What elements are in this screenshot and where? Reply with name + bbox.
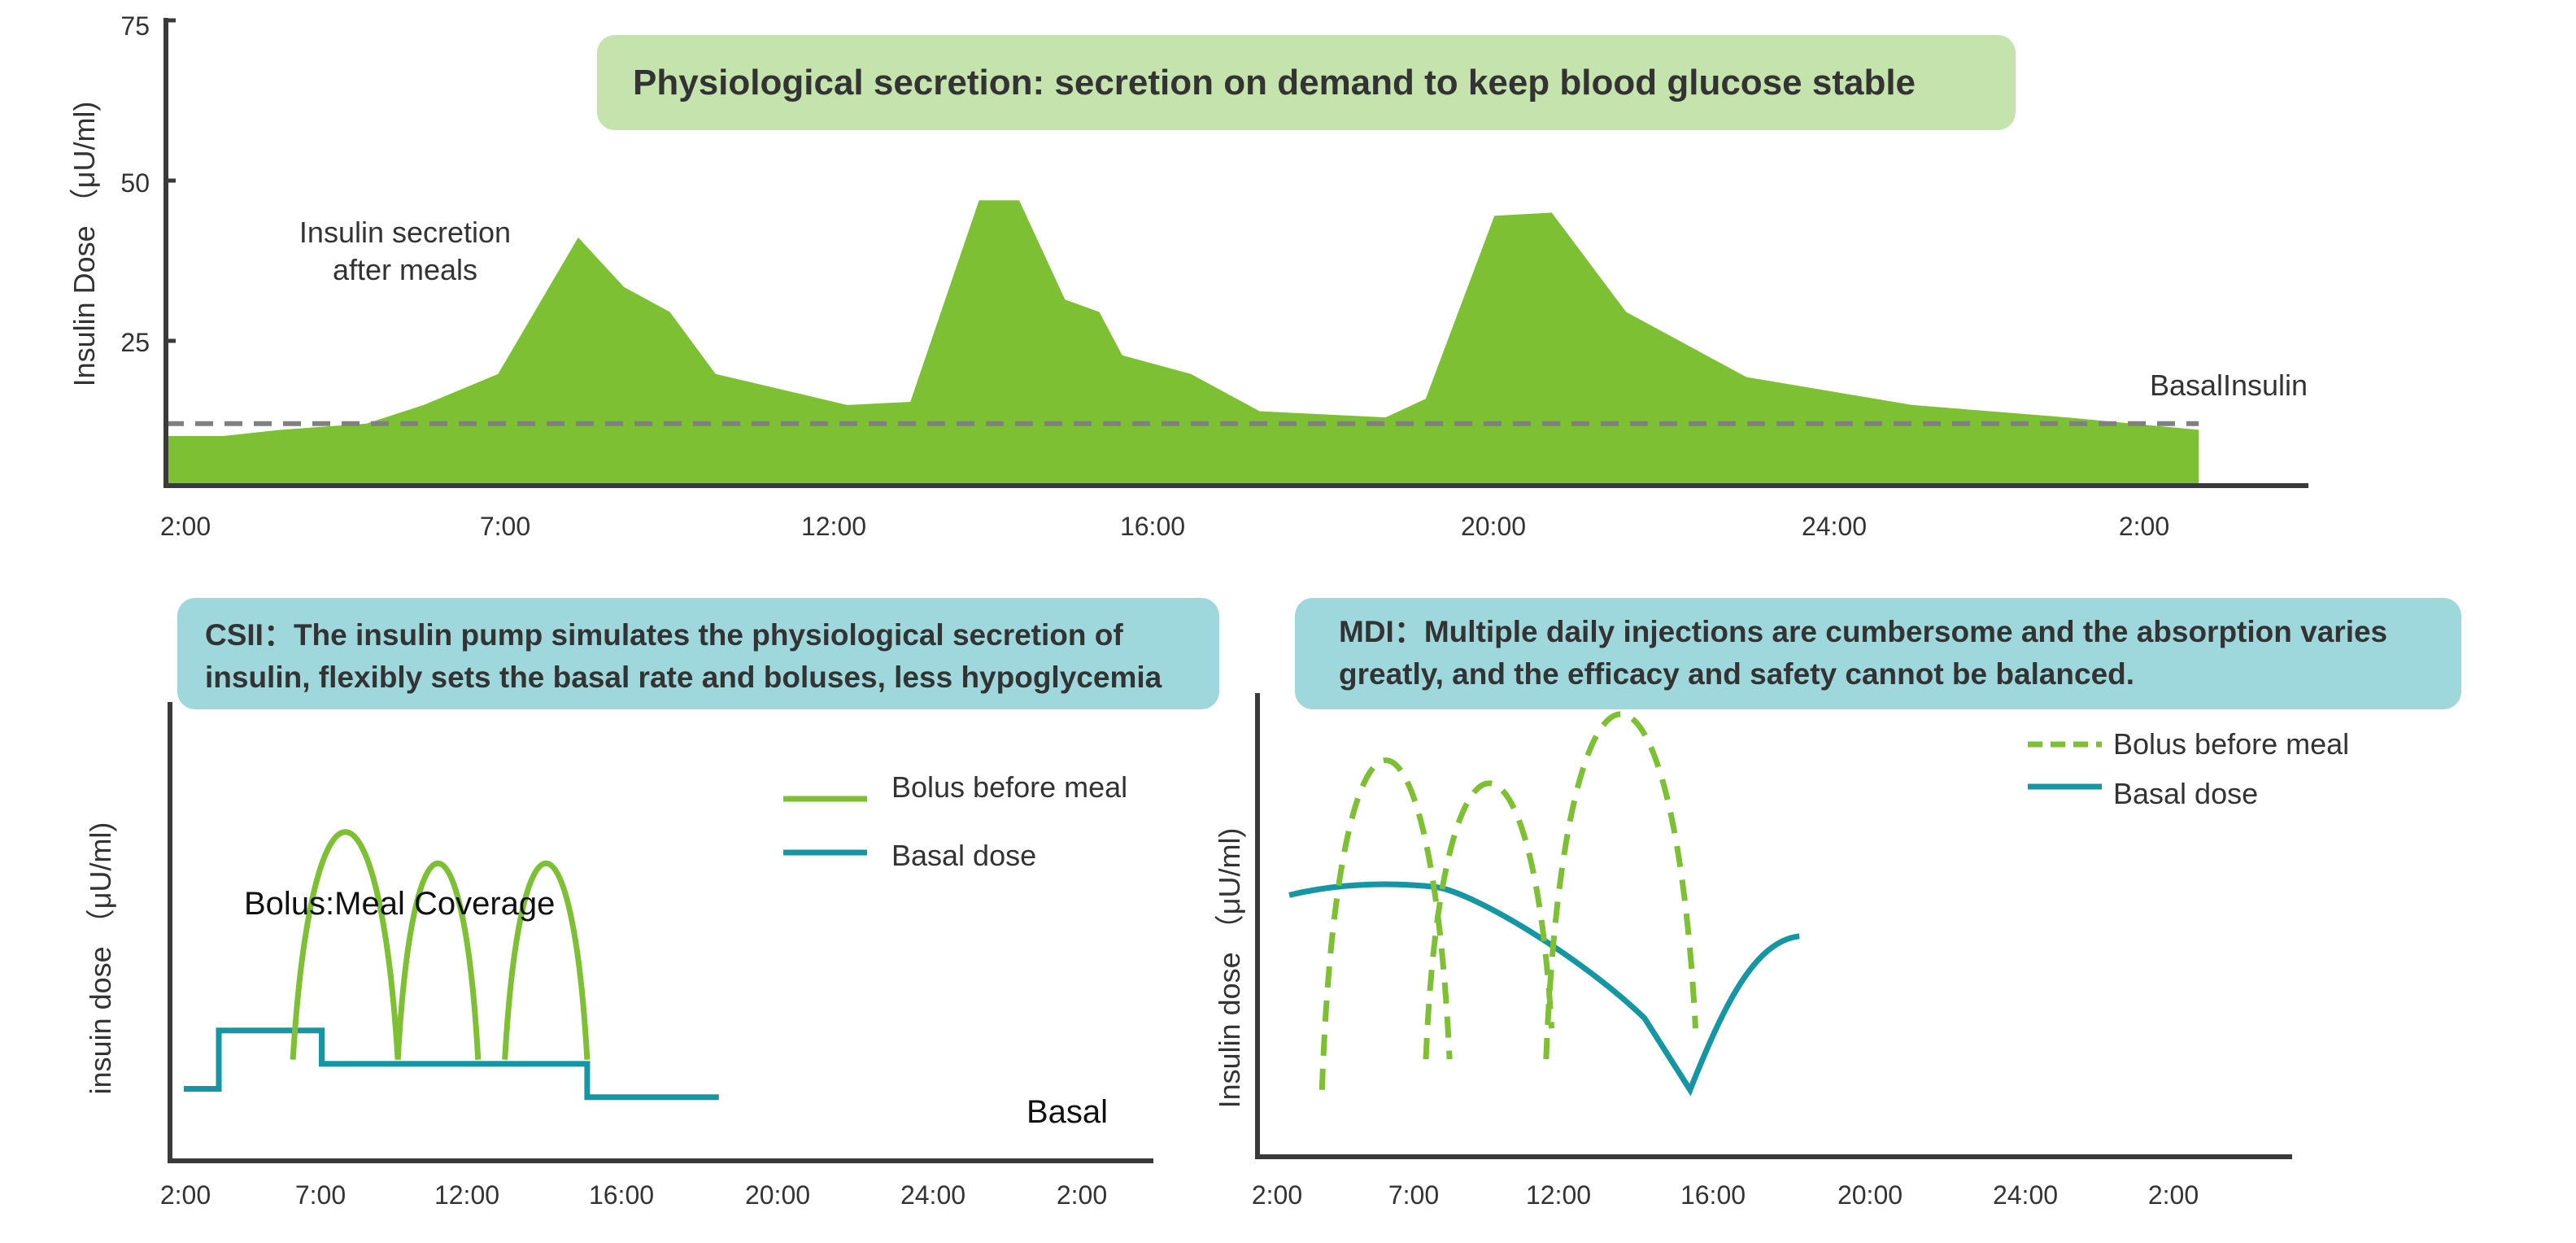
annotation-basal: Basal: [1026, 1094, 1108, 1130]
legend-bolus-label: Bolus before meal: [2113, 727, 2349, 761]
x-tick-label: 20:00: [1461, 512, 1526, 541]
x-tick-label: 2:00: [2119, 512, 2169, 541]
annotation-basal-insulin: BasalInsulin: [2150, 369, 2308, 402]
x-tick-label: 16:00: [589, 1180, 654, 1210]
y-tick-label: 50: [120, 168, 150, 198]
banner-text: insulin, flexibly sets the basal rate an…: [205, 661, 1162, 694]
x-tick-label: 20:00: [1837, 1180, 1903, 1210]
csii-chart: insuin dose （μU/ml) 2:00 7:00 12:00 16:00 20…: [84, 702, 1153, 1210]
x-tick-label: 2:00: [160, 1180, 211, 1210]
x-tick-label: 7:00: [1388, 1180, 1439, 1210]
bolus-arc: [502, 861, 591, 1060]
y-tick-label: 25: [120, 328, 150, 357]
y-tick-label: 75: [120, 11, 150, 41]
y-axis-label: Insulin dose （μU/ml): [1213, 828, 1246, 1109]
bolus-arc-dashed: [1543, 711, 1699, 1060]
x-tick-label: 24:00: [1993, 1180, 2058, 1210]
x-tick-label: 24:00: [1802, 512, 1867, 541]
x-tick-label: 16:00: [1120, 512, 1185, 541]
title-banner-mdi: MDI：Multiple daily injections are cumber…: [1295, 598, 2461, 709]
x-tick-label: 20:00: [745, 1180, 810, 1210]
y-axis-label: insuin dose （μU/ml): [84, 822, 117, 1095]
mdi-plot: [1288, 711, 1800, 1097]
banner-text: Physiological secretion: secretion on de…: [633, 62, 1916, 102]
x-tick-label: 12:00: [1526, 1180, 1591, 1210]
annotation-meal-secretion: Insulin secretion: [299, 216, 511, 249]
title-banner-physiological: Physiological secretion: secretion on de…: [597, 35, 2016, 130]
annotation-meal-secretion: after meals: [333, 253, 477, 286]
x-tick-label: 7:00: [295, 1180, 346, 1210]
mdi-chart: Insulin dose （μU/ml) 2:00 7:00 12:00 16:00 2…: [1213, 693, 2349, 1210]
x-tick-labels: 2:00 7:00 12:00 16:00 20:00 24:00 2:00: [160, 1180, 1107, 1210]
bolus-arc-dashed: [1319, 757, 1453, 1090]
banner-text: MDI：Multiple daily injections are cumber…: [1339, 615, 2388, 648]
basal-dose-curve: [1288, 881, 1800, 1097]
legend-basal-label: Basal dose: [891, 839, 1036, 872]
y-axis-label: Insulin Dose （μU/ml): [68, 102, 101, 387]
x-tick-label: 2:00: [1252, 1180, 1302, 1210]
bolus-arc-dashed: [1423, 780, 1555, 1060]
annotation-bolus-meal-coverage: Bolus:Meal Coverage: [244, 886, 555, 922]
secretion-chart: 75 50 25 Insulin Dose （μU/ml) 2:00 7:00 12…: [68, 11, 2308, 541]
basal-dose-line: [184, 1027, 719, 1101]
x-tick-label: 24:00: [900, 1180, 965, 1210]
legend-basal-label: Basal dose: [2113, 777, 2258, 810]
bolus-arc: [290, 829, 401, 1060]
x-tick-labels: 2:00 7:00 12:00 16:00 20:00 24:00 2:00: [1252, 1180, 2199, 1210]
x-tick-labels: 2:00 7:00 12:00 16:00 20:00 24:00 2:00: [160, 512, 2169, 541]
secretion-area: [166, 200, 2199, 486]
banner-text: CSII：The insulin pump simulates the phys…: [205, 618, 1123, 652]
banner-text: greatly, and the efficacy and safety can…: [1339, 657, 2135, 691]
x-tick-label: 7:00: [480, 512, 530, 541]
x-tick-label: 12:00: [801, 512, 866, 541]
csii-plot: [184, 829, 719, 1101]
x-tick-label: 2:00: [2148, 1180, 2199, 1210]
x-tick-label: 16:00: [1680, 1180, 1746, 1210]
x-tick-label: 2:00: [160, 512, 211, 541]
legend-bolus-label: Bolus before meal: [891, 770, 1127, 804]
x-tick-label: 12:00: [434, 1180, 499, 1210]
bolus-arc: [394, 861, 482, 1060]
title-banner-csii: CSII：The insulin pump simulates the phys…: [177, 598, 1219, 709]
x-tick-label: 2:00: [1057, 1180, 1107, 1210]
